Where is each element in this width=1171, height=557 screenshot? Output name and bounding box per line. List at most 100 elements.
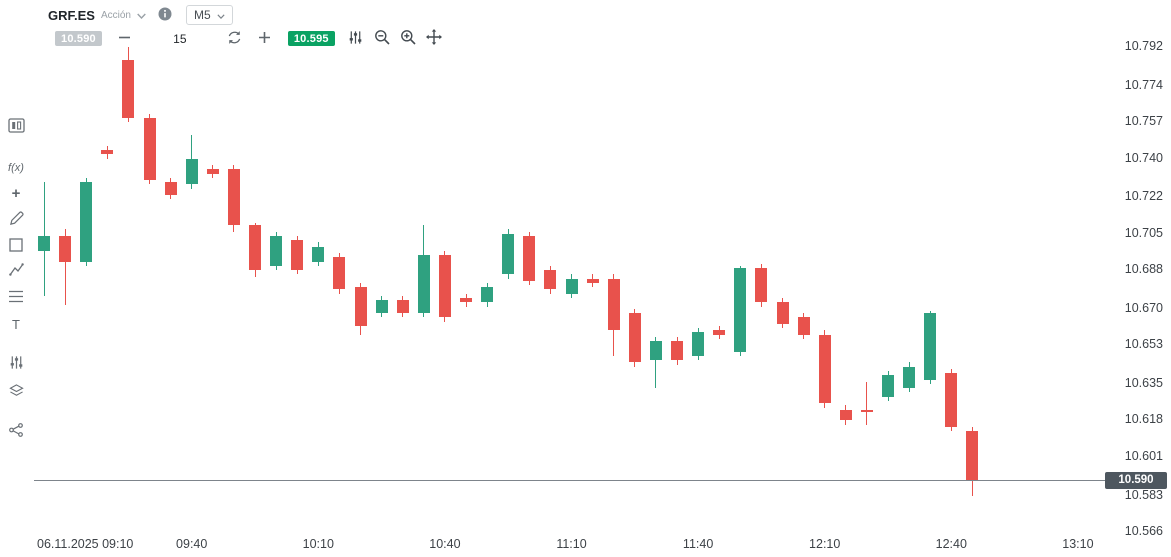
price-axis-label: 10.757 [1124, 114, 1163, 129]
timeframe-select[interactable]: M5 [185, 5, 233, 25]
candle-wick [866, 381, 868, 425]
candle [860, 409, 873, 412]
volume-input[interactable]: 15 [173, 31, 187, 46]
price-axis-label: 10.705 [1124, 225, 1163, 240]
sliders-icon [9, 355, 24, 373]
price-axis-label: 10.792 [1124, 39, 1163, 53]
candle [270, 235, 283, 266]
sell-price-button[interactable]: 10.590 [55, 31, 102, 46]
candle-wick [655, 336, 657, 389]
shapes-tool-button[interactable] [4, 234, 28, 258]
zoom-out-button[interactable] [373, 30, 391, 48]
candle [882, 375, 894, 397]
time-axis-label: 11:10 [556, 537, 587, 551]
candle [333, 257, 346, 290]
candle [164, 182, 177, 196]
pan-button[interactable] [425, 29, 443, 48]
time-axis-label: 11:40 [682, 537, 714, 551]
draw-tool-button[interactable] [4, 208, 28, 232]
price-axis-label: 10.601 [1124, 448, 1163, 463]
instrument-header: GRF.ES Acción M5 [48, 5, 233, 25]
fibonacci-tool-button[interactable] [4, 286, 28, 310]
current-price-badge: 10.590 [1105, 471, 1167, 489]
time-axis-label: 09:40 [176, 537, 208, 551]
candle [206, 169, 219, 174]
time-axis-label: 10:10 [302, 537, 334, 551]
candle [80, 182, 93, 262]
price-axis-label: 10.740 [1124, 150, 1163, 165]
refresh-button[interactable] [226, 30, 244, 48]
candle [713, 330, 726, 335]
candle [544, 270, 557, 290]
candle [924, 313, 937, 380]
price-axis-label: 10.618 [1124, 412, 1163, 427]
price-axis-label: 10.688 [1124, 262, 1163, 277]
chevron-down-icon [137, 6, 146, 24]
candle [417, 255, 430, 314]
time-axis-label: 12:40 [935, 537, 967, 551]
candle [59, 235, 72, 262]
share-tool-button[interactable] [4, 419, 28, 443]
candle [797, 317, 810, 335]
time-axis-label: 10:40 [429, 537, 461, 551]
trend-line-icon [8, 263, 24, 279]
instrument-selector[interactable]: GRF.ES Acción [48, 6, 146, 24]
fibonacci-icon [9, 290, 23, 306]
candle [227, 169, 240, 226]
candle [375, 300, 388, 314]
text-tool-button[interactable]: T [4, 312, 28, 336]
current-price-line [34, 480, 1106, 482]
volume-increase-button[interactable] [256, 30, 274, 48]
volume-decrease-button[interactable] [116, 30, 134, 48]
sliders-icon [348, 30, 363, 48]
chart-style-icon [7, 118, 25, 136]
chart-style-tool-button[interactable] [4, 115, 28, 139]
candle [945, 373, 958, 427]
buy-price-button[interactable]: 10.595 [287, 31, 335, 46]
candle [38, 235, 50, 251]
zoom-in-button[interactable] [399, 30, 417, 48]
candle [481, 287, 494, 303]
layers-icon [8, 383, 24, 401]
plus-icon: + [11, 184, 21, 202]
price-axis[interactable]: 10.792 10.774 10.757 10.740 10.722 10.705 10.6… [1106, 0, 1171, 557]
zoom-in-icon [400, 29, 416, 48]
candle [565, 278, 578, 294]
candle [143, 117, 156, 181]
minus-icon [119, 31, 131, 46]
function-icon: f(x) [8, 162, 24, 174]
candle [312, 246, 325, 262]
price-axis-label: 10.670 [1124, 300, 1163, 315]
trend-line-tool-button[interactable] [4, 259, 28, 283]
pencil-icon [9, 211, 24, 229]
candle [460, 298, 472, 303]
price-axis-label: 10.722 [1124, 189, 1163, 204]
text-icon: T [12, 316, 20, 332]
candle [101, 150, 114, 155]
candle [818, 334, 831, 404]
objects-tool-button[interactable] [4, 380, 28, 404]
time-axis-label: 13:10 [1062, 537, 1094, 551]
indicator-settings-button[interactable] [4, 352, 28, 376]
candle [734, 268, 747, 352]
candle [649, 341, 662, 361]
candle [607, 278, 620, 331]
instrument-type-label: Acción [100, 10, 131, 21]
info-button[interactable] [158, 7, 172, 24]
function-tool-button[interactable]: f(x) [4, 156, 28, 180]
add-tool-button[interactable]: + [4, 181, 28, 205]
time-axis[interactable]: 06.11.2025 09:10 09:40 10:10 10:40 11:10 11:4… [0, 533, 1110, 557]
plus-icon [259, 31, 271, 46]
price-axis-label: 10.583 [1124, 487, 1163, 502]
candle [586, 278, 599, 284]
instrument-symbol: GRF.ES [48, 7, 95, 23]
chevron-down-icon [217, 8, 225, 22]
rectangle-icon [9, 237, 23, 255]
price-axis-label: 10.635 [1124, 375, 1163, 390]
indicators-button[interactable] [347, 30, 365, 48]
candle [755, 268, 768, 303]
time-axis-label: 12:10 [809, 537, 841, 551]
share-icon [9, 422, 23, 440]
